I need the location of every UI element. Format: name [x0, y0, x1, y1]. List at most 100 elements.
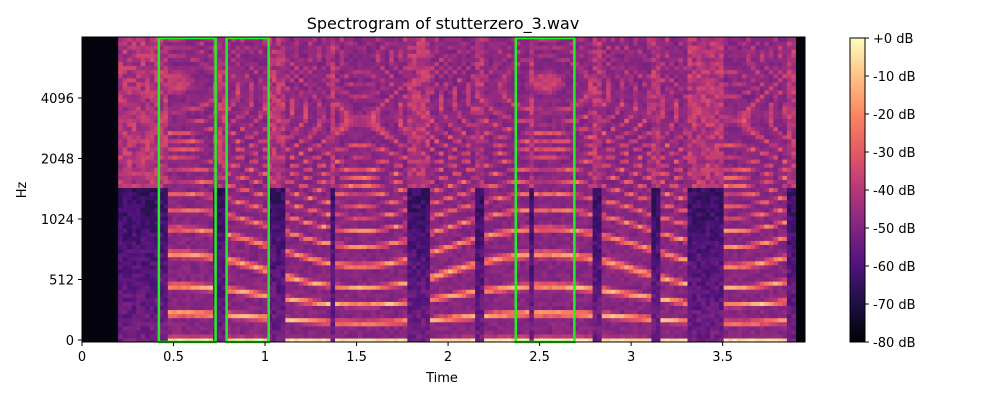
spectrogram-cell — [335, 224, 341, 229]
spectrogram-cell — [371, 329, 377, 335]
spectrogram-cell — [131, 276, 137, 282]
spectrogram-cell — [366, 211, 372, 217]
spectrogram-cell — [199, 49, 205, 54]
spectrogram-cell — [330, 321, 336, 327]
spectrogram-cell — [258, 45, 264, 50]
spectrogram-cell — [235, 171, 241, 176]
spectrogram-cell — [312, 297, 318, 302]
spectrogram-cell — [172, 207, 178, 213]
spectrogram-cell — [113, 77, 119, 83]
spectrogram-cell — [321, 98, 327, 103]
spectrogram-cell — [204, 252, 210, 258]
spectrogram-cell — [280, 69, 286, 75]
spectrogram-cell — [353, 244, 359, 250]
spectrogram-cell — [118, 199, 124, 205]
spectrogram-cell — [240, 73, 246, 79]
spectrogram-cell — [307, 191, 314, 197]
spectrogram-cell — [118, 41, 124, 46]
spectrogram-cell — [176, 146, 183, 152]
spectrogram-cell — [316, 45, 323, 50]
spectrogram-cell — [348, 187, 354, 193]
spectrogram-cell — [339, 248, 345, 254]
spectrogram-cell — [86, 37, 92, 42]
spectrogram-cell — [181, 215, 187, 221]
spectrogram-cell — [380, 220, 386, 225]
spectrogram-cell — [258, 260, 264, 266]
spectrogram-cell — [118, 240, 124, 245]
spectrogram-cell — [167, 61, 173, 67]
spectrogram-cell — [344, 236, 350, 241]
spectrogram-cell — [244, 240, 250, 245]
spectrogram-cell — [362, 110, 368, 115]
spectrogram-cell — [109, 272, 115, 278]
spectrogram-cell — [82, 106, 88, 111]
spectrogram-cell — [362, 134, 368, 140]
spectrogram-cell — [172, 142, 178, 148]
spectrogram-cell — [353, 264, 359, 270]
spectrogram-cell — [82, 264, 88, 270]
spectrogram-cell — [167, 118, 173, 123]
spectrogram-cell — [185, 167, 192, 172]
spectrogram-cell — [249, 329, 255, 335]
spectrogram-cell — [262, 179, 268, 184]
spectrogram-cell — [294, 313, 300, 319]
spectrogram-cell — [145, 232, 151, 237]
spectrogram-cell — [312, 285, 318, 290]
spectrogram-cell — [253, 252, 259, 258]
spectrogram-cell — [149, 244, 155, 250]
spectrogram-cell — [217, 228, 223, 233]
spectrogram-cell — [113, 309, 119, 315]
spectrogram-cell — [339, 203, 345, 209]
spectrogram-cell — [271, 281, 277, 286]
spectrogram-cell — [330, 146, 336, 152]
spectrogram-cell — [240, 114, 246, 119]
spectrogram-cell — [208, 236, 214, 241]
spectrogram-cell — [231, 114, 237, 119]
spectrogram-cell — [339, 207, 345, 213]
spectrogram-cell — [127, 232, 133, 237]
spectrogram-cell — [366, 150, 372, 156]
spectrogram-cell — [140, 329, 146, 335]
spectrogram-cell — [154, 110, 160, 115]
spectrogram-cell — [366, 228, 372, 233]
spectrogram-cell — [145, 281, 151, 286]
spectrogram-cell — [181, 77, 187, 83]
spectrogram-cell — [172, 252, 178, 258]
spectrogram-cell — [131, 293, 137, 298]
spectrogram-cell — [136, 98, 142, 103]
spectrogram-cell — [185, 110, 192, 115]
spectrogram-cell — [167, 73, 173, 79]
spectrogram-cell — [199, 329, 205, 335]
spectrogram-cell — [194, 85, 201, 91]
spectrogram-cell — [307, 73, 314, 79]
spectrogram-cell — [100, 228, 106, 233]
spectrogram-cell — [176, 224, 183, 229]
spectrogram-cell — [136, 134, 142, 140]
spectrogram-cell — [262, 236, 268, 241]
spectrogram-cell — [357, 171, 363, 176]
spectrogram-cell — [109, 49, 115, 54]
spectrogram-cell — [199, 65, 205, 71]
spectrogram-cell — [362, 285, 368, 290]
spectrogram-cell — [366, 89, 372, 95]
spectrogram-cell — [167, 333, 173, 339]
spectrogram-cell — [326, 98, 332, 103]
spectrogram-cell — [113, 305, 119, 311]
spectrogram-cell — [294, 329, 300, 335]
spectrogram-cell — [258, 65, 264, 71]
spectrogram-cell — [86, 260, 92, 266]
spectrogram-cell — [82, 215, 88, 221]
spectrogram-cell — [118, 187, 124, 193]
spectrogram-cell — [158, 138, 164, 144]
spectrogram-cell — [262, 114, 268, 119]
spectrogram-cell — [145, 77, 151, 83]
spectrogram-cell — [104, 122, 110, 128]
spectrogram-cell — [235, 207, 241, 213]
spectrogram-cell — [190, 106, 196, 111]
spectrogram-cell — [158, 106, 164, 111]
spectrogram-cell — [199, 293, 205, 298]
spectrogram-cell — [316, 179, 323, 184]
spectrogram-cell — [127, 293, 133, 298]
spectrogram-cell — [100, 215, 106, 221]
spectrogram-cell — [113, 61, 119, 67]
